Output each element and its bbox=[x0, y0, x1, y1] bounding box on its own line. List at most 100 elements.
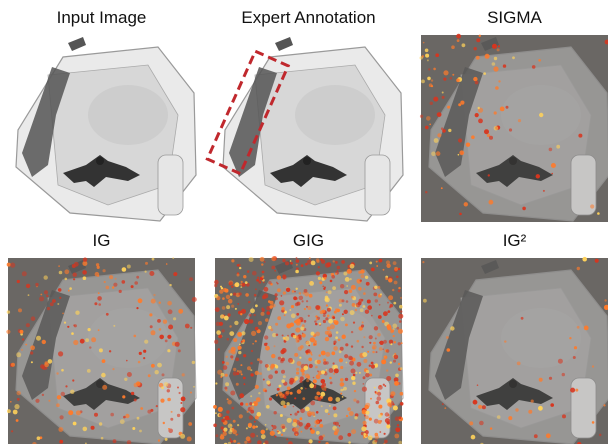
heat-spot bbox=[283, 375, 286, 378]
heat-spot bbox=[309, 383, 314, 388]
heat-spot bbox=[378, 315, 382, 319]
heat-spot bbox=[225, 389, 227, 391]
heat-spot bbox=[364, 405, 369, 410]
heat-spot bbox=[369, 365, 371, 367]
heat-spot bbox=[70, 390, 74, 394]
heat-spot bbox=[170, 418, 173, 421]
heat-spot bbox=[437, 133, 441, 137]
heat-spot bbox=[7, 310, 10, 313]
heat-spot bbox=[363, 305, 366, 308]
heat-spot bbox=[109, 275, 113, 279]
heat-spot bbox=[379, 341, 383, 345]
heat-spot bbox=[290, 414, 292, 416]
heat-spot bbox=[30, 345, 35, 350]
heat-spot bbox=[497, 415, 501, 419]
heat-spot bbox=[277, 430, 279, 432]
heat-spot bbox=[187, 437, 192, 442]
heat-spot bbox=[478, 107, 480, 109]
heat-spot bbox=[307, 306, 311, 310]
heat-spot bbox=[180, 434, 185, 439]
heat-spot bbox=[231, 359, 233, 361]
heat-spot bbox=[339, 425, 341, 427]
heat-spot bbox=[256, 397, 261, 402]
heat-spot bbox=[296, 257, 298, 259]
heat-spot bbox=[257, 277, 259, 279]
heat-spot bbox=[299, 357, 301, 359]
heat-spot bbox=[262, 275, 265, 278]
heat-spot bbox=[274, 411, 277, 414]
heat-spot bbox=[386, 376, 391, 381]
heat-spot bbox=[249, 415, 253, 419]
heat-spot bbox=[394, 281, 398, 285]
heat-spot bbox=[42, 340, 46, 344]
heat-spot bbox=[298, 422, 303, 427]
heat-spot bbox=[364, 288, 366, 290]
heat-spot bbox=[311, 332, 315, 336]
heat-spot bbox=[271, 354, 275, 358]
heat-spot bbox=[344, 310, 348, 314]
heat-spot bbox=[371, 268, 375, 272]
heat-spot bbox=[489, 136, 493, 140]
heat-spot bbox=[394, 434, 399, 439]
heat-spot bbox=[506, 106, 509, 109]
heat-spot bbox=[292, 290, 295, 293]
heat-spot bbox=[336, 331, 339, 334]
heat-spot bbox=[265, 318, 269, 322]
heat-spot bbox=[47, 307, 50, 310]
heat-spot bbox=[233, 338, 237, 342]
heat-spot bbox=[44, 275, 48, 279]
heat-spot bbox=[538, 406, 543, 411]
heat-spot bbox=[279, 300, 284, 305]
heat-spot bbox=[144, 340, 148, 344]
heat-spot bbox=[447, 348, 451, 352]
heat-spot bbox=[351, 285, 356, 290]
heat-spot bbox=[305, 350, 308, 353]
heat-spot bbox=[163, 320, 167, 324]
heat-spot bbox=[136, 276, 139, 279]
heat-spot bbox=[391, 329, 394, 332]
heat-spot bbox=[370, 398, 372, 400]
heat-spot bbox=[28, 294, 30, 296]
heat-spot bbox=[429, 124, 431, 126]
heat-spot bbox=[299, 302, 301, 304]
heat-spot bbox=[395, 416, 400, 421]
heat-spot bbox=[226, 295, 230, 299]
heat-spot bbox=[347, 407, 351, 411]
heat-spot bbox=[112, 368, 114, 370]
heat-spot bbox=[365, 415, 369, 419]
heat-spot bbox=[475, 81, 479, 85]
panel-title: Expert Annotation bbox=[241, 8, 375, 27]
heat-spot bbox=[322, 434, 325, 437]
heat-spot bbox=[427, 59, 429, 61]
heat-spot bbox=[231, 286, 233, 288]
heat-spot bbox=[324, 287, 326, 289]
heat-spot bbox=[384, 433, 386, 435]
heat-spot bbox=[494, 126, 499, 131]
heat-spot bbox=[305, 407, 310, 412]
heat-spot bbox=[103, 269, 106, 272]
heat-spot bbox=[377, 396, 382, 401]
heat-spot bbox=[238, 351, 241, 354]
heat-spot bbox=[327, 315, 330, 318]
heat-spot bbox=[231, 305, 234, 308]
heat-spot bbox=[227, 400, 232, 405]
heat-spot bbox=[396, 327, 399, 330]
heat-spot bbox=[500, 107, 505, 112]
heat-spot bbox=[303, 366, 308, 371]
heat-spot bbox=[226, 356, 228, 358]
heat-spot bbox=[521, 317, 524, 320]
heat-spot bbox=[237, 424, 239, 426]
heat-spot bbox=[381, 359, 386, 364]
heat-spot bbox=[109, 350, 111, 352]
heat-spot bbox=[321, 385, 325, 389]
heat-spot bbox=[83, 427, 88, 432]
heat-spot bbox=[277, 275, 281, 279]
heat-spot bbox=[6, 330, 10, 334]
heat-spot bbox=[366, 282, 370, 286]
heat-spot bbox=[301, 431, 303, 433]
heat-spot bbox=[230, 355, 233, 358]
heat-spot bbox=[145, 262, 148, 265]
heat-spot bbox=[392, 289, 394, 291]
heat-spot bbox=[551, 173, 553, 175]
heat-spot bbox=[233, 293, 236, 296]
